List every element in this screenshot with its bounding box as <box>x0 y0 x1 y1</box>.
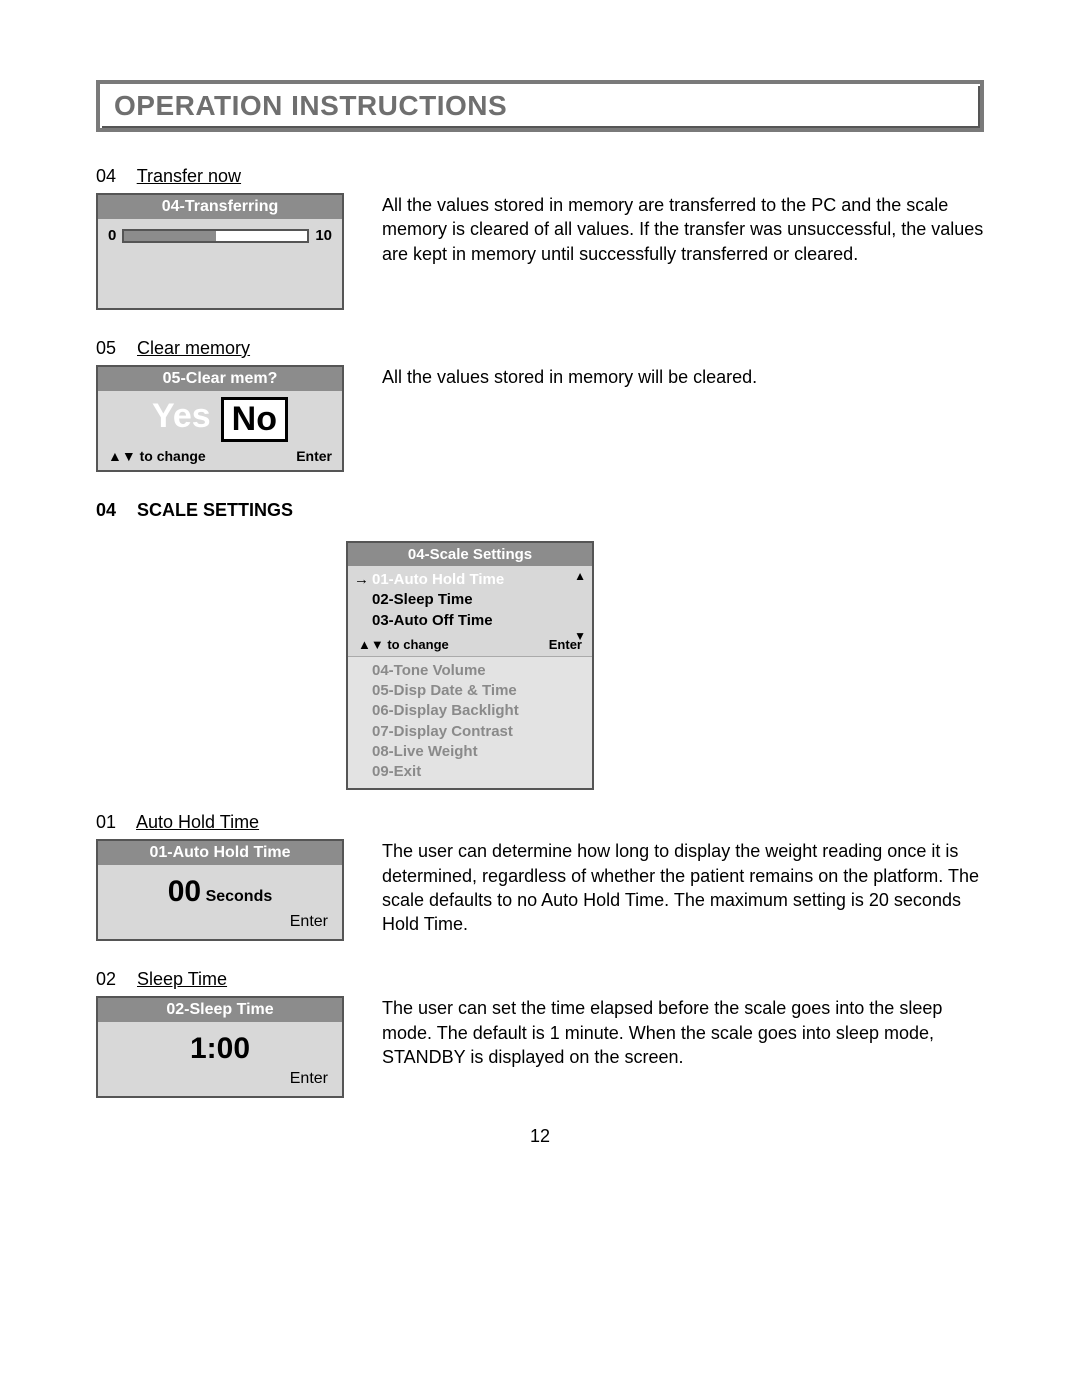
progress-min: 0 <box>108 227 116 244</box>
foot-enter: Enter <box>98 1070 342 1096</box>
progress-fill <box>124 231 215 241</box>
lcd-header: 04-Scale Settings <box>348 543 592 566</box>
section-num: 04 <box>96 500 132 521</box>
menu-item: 08-Live Weight <box>372 742 574 762</box>
page-number: 12 <box>96 1126 984 1147</box>
row-autohold: 01-Auto Hold Time 00 Seconds Enter The u… <box>96 839 984 941</box>
lcd-header: 01-Auto Hold Time <box>98 841 342 865</box>
lcd-autohold: 01-Auto Hold Time 00 Seconds Enter <box>96 839 344 941</box>
progress-bar: 0 10 <box>108 227 332 244</box>
item-label-autohold: 01 Auto Hold Time <box>96 812 984 833</box>
lcd-transfer: 04-Transferring 0 10 <box>96 193 344 310</box>
menu-item: 09-Exit <box>372 762 574 782</box>
item-text: Clear memory <box>137 338 250 358</box>
sleeptime-value: 1:00 <box>190 1032 250 1066</box>
menu-item[interactable]: 01-Auto Hold Time <box>372 570 574 590</box>
item-text: Auto Hold Time <box>136 812 259 832</box>
item-num: 05 <box>96 338 132 359</box>
section-scale-settings: 04 SCALE SETTINGS <box>96 500 984 521</box>
desc-clearmem: All the values stored in memory will be … <box>382 365 984 389</box>
foot-enter: Enter <box>98 913 342 939</box>
menu-item[interactable]: 03-Auto Off Time <box>372 611 574 631</box>
menu-extra-items: 04-Tone Volume 05-Disp Date & Time 06-Di… <box>348 657 592 789</box>
item-label-transfer: 04 Transfer now <box>96 166 984 187</box>
menu-item[interactable]: 02-Sleep Time <box>372 590 574 610</box>
section-text: SCALE SETTINGS <box>137 500 293 520</box>
foot-change: ▲▼ to change <box>108 448 206 464</box>
menu-item: 04-Tone Volume <box>372 661 574 681</box>
menu-item: 07-Display Contrast <box>372 722 574 742</box>
lcd-header: 02-Sleep Time <box>98 998 342 1022</box>
menu-item: 06-Display Backlight <box>372 701 574 721</box>
autohold-unit: Seconds <box>206 888 273 905</box>
desc-sleeptime: The user can set the time elapsed before… <box>382 996 984 1069</box>
page-title: OPERATION INSTRUCTIONS <box>114 90 507 121</box>
scroll-down-icon[interactable]: ▼ <box>574 629 586 643</box>
item-num: 04 <box>96 166 132 187</box>
item-text: Sleep Time <box>137 969 227 989</box>
yes-option[interactable]: Yes <box>152 397 211 442</box>
menu-item: 05-Disp Date & Time <box>372 681 574 701</box>
selection-arrow-icon: → <box>354 570 369 590</box>
lcd-clearmem: 05-Clear mem? Yes No ▲▼ to change Enter <box>96 365 344 472</box>
row-clearmem: 05-Clear mem? Yes No ▲▼ to change Enter … <box>96 365 984 472</box>
foot-enter: Enter <box>296 448 332 464</box>
item-num: 01 <box>96 812 132 833</box>
row-transfer: 04-Transferring 0 10 All the values stor… <box>96 193 984 310</box>
lcd-header: 05-Clear mem? <box>98 367 342 391</box>
lcd-sleeptime: 02-Sleep Time 1:00 Enter <box>96 996 344 1098</box>
item-num: 02 <box>96 969 132 990</box>
row-sleeptime: 02-Sleep Time 1:00 Enter The user can se… <box>96 996 984 1098</box>
no-option[interactable]: No <box>221 397 288 442</box>
lcd-header: 04-Transferring <box>98 195 342 219</box>
item-label-clearmem: 05 Clear memory <box>96 338 984 359</box>
progress-max: 10 <box>315 227 332 244</box>
desc-autohold: The user can determine how long to displ… <box>382 839 984 936</box>
item-text: Transfer now <box>137 166 241 186</box>
yes-no-choice: Yes No <box>98 391 342 446</box>
item-label-sleeptime: 02 Sleep Time <box>96 969 984 990</box>
desc-transfer: All the values stored in memory are tran… <box>382 193 984 266</box>
foot-change: ▲▼ to change <box>358 637 449 652</box>
page-title-box: OPERATION INSTRUCTIONS <box>96 80 984 132</box>
lcd-scale-settings-menu: 04-Scale Settings ▲ → 01-Auto Hold Time … <box>346 541 594 790</box>
autohold-value: 00 <box>168 875 201 909</box>
